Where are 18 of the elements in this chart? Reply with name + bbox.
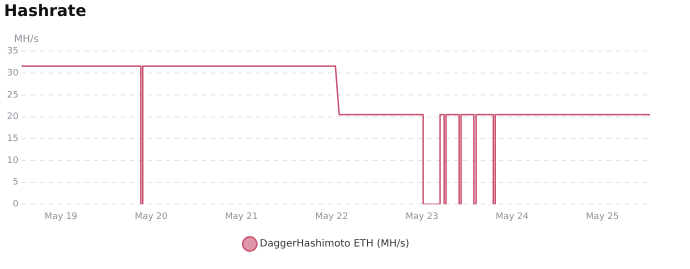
y-tick-label: 5 — [12, 178, 18, 188]
x-tick-label: May 25 — [586, 212, 619, 222]
x-tick-label: May 21 — [224, 212, 258, 222]
y-tick-label: 35 — [7, 46, 18, 57]
y-tick-label: 0 — [12, 200, 19, 210]
y-tick-label: 15 — [7, 134, 18, 144]
x-tick-label: May 24 — [496, 212, 529, 222]
x-tick-label: May 22 — [315, 212, 348, 222]
x-tick-label: May 19 — [44, 212, 78, 222]
y-tick-label: 30 — [7, 68, 19, 78]
legend-label: DaggerHashimoto ETH (MH/s) — [260, 238, 410, 250]
y-axis-title: MH/s — [14, 34, 39, 45]
y-tick-label: 25 — [7, 90, 18, 100]
y-tick-label: 20 — [7, 112, 19, 122]
y-tick-label: 10 — [7, 156, 19, 166]
chart-title: Hashrate — [4, 0, 86, 20]
x-tick-label: May 20 — [134, 212, 168, 222]
x-tick-label: May 23 — [405, 212, 438, 222]
